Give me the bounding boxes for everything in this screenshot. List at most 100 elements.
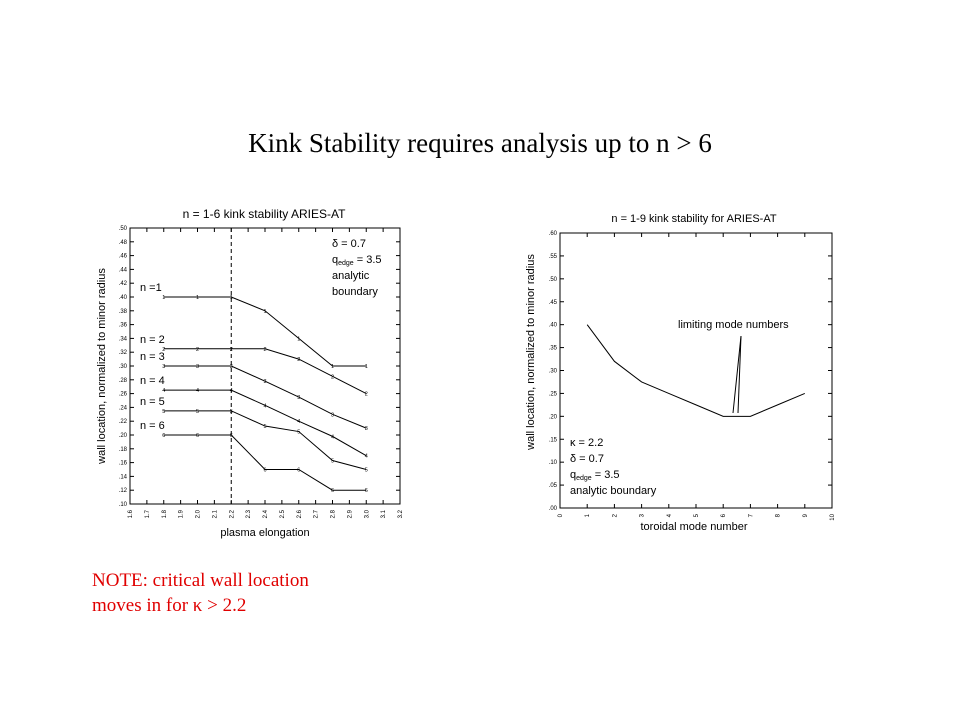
chart2-ytick-label: .10	[549, 460, 558, 466]
chart1-ytick-label: .24	[119, 405, 128, 411]
chart2-xtick-label: 0	[558, 513, 564, 517]
chart1-q-label: q	[332, 254, 338, 266]
chart2-xtick-label: 6	[721, 513, 727, 517]
chart2-pointer-line-b	[737, 335, 742, 414]
chart2-xtick-label: 5	[694, 513, 700, 517]
chart1-qedge-annotation: qedge = 3.5	[332, 254, 382, 267]
chart2-boundary-annotation: analytic boundary	[570, 485, 657, 497]
chart1-ytick-label: .22	[119, 419, 128, 425]
chart1-point-marker: 5	[230, 409, 233, 415]
chart1-xtick-label: 2.1	[212, 509, 218, 518]
chart2-ytick-label: .35	[549, 346, 558, 352]
chart1-point-marker: 6	[263, 468, 266, 474]
chart1-xtick-label: 3.0	[364, 509, 370, 518]
chart1-point-marker: 5	[365, 468, 368, 474]
chart1-ytick-label: .18	[119, 447, 128, 453]
chart1-point-marker: 1	[331, 364, 334, 370]
chart2-ytick-label: .60	[549, 231, 558, 237]
chart1-point-marker: 5	[263, 424, 266, 430]
chart1-point-marker: 2	[297, 357, 300, 363]
chart1-series-line	[163, 389, 367, 457]
chart2-plot-frame	[559, 232, 833, 509]
chart1-xtick-label: 2.6	[297, 509, 303, 518]
chart1-xtick-label: 2.3	[246, 509, 252, 518]
chart2-ytick-label: .15	[549, 437, 558, 443]
chart1-ytick-label: .32	[119, 350, 128, 356]
chart1-ytick-label: .44	[119, 267, 128, 273]
chart1-title: n = 1-6 kink stability ARIES-AT	[183, 207, 347, 221]
chart2-xtick-label: 2	[612, 513, 618, 517]
chart1-series-line	[163, 434, 367, 491]
chart1-ytick-label: .50	[119, 226, 128, 232]
slide-title: Kink Stability requires analysis up to n…	[248, 128, 712, 158]
chart1-legend-entry: n = 2	[140, 334, 165, 346]
note-critical-wall: NOTE: critical wall location moves in fo…	[92, 568, 309, 618]
chart2-ytick-label: .45	[549, 300, 558, 306]
chart1-point-marker: 1	[365, 364, 368, 370]
chart1-ytick-label: .42	[119, 281, 128, 287]
chart1-analytic-annotation: analytic	[332, 270, 370, 282]
chart2-title: n = 1-9 kink stability for ARIES-AT	[611, 213, 776, 225]
chart1-point-marker: 2	[162, 347, 165, 353]
chart2-limiting-annotation: limiting mode numbers	[678, 319, 789, 331]
chart1-qedge-value: = 3.5	[354, 254, 382, 266]
chart2-xtick-label: 8	[776, 513, 782, 517]
chart1-xtick-label: 2.8	[331, 509, 337, 518]
chart1-xtick-label: 1.9	[179, 509, 185, 518]
chart2-qedge-annotation: qedge = 3.5	[570, 469, 620, 482]
chart2-ytick-label: .40	[549, 323, 558, 329]
chart1-xtick-label: 2.4	[263, 509, 269, 518]
chart1-ytick-label: .16	[119, 461, 128, 467]
chart1-ytick-label: .10	[119, 502, 128, 508]
chart1-legend-entry: n =1	[140, 282, 162, 294]
chart2-ytick-label: .30	[549, 369, 558, 375]
chart2-ytick-label: .00	[549, 506, 558, 512]
chart1-point-marker: 3	[263, 379, 266, 385]
chart1-point-marker: 6	[365, 488, 368, 494]
chart2-delta-annotation: δ = 0.7	[570, 453, 604, 465]
note-line-2: moves in for κ > 2.2	[92, 595, 247, 616]
chart1-point-marker: 2	[196, 347, 199, 353]
chart1-point-marker: 1	[196, 295, 199, 301]
chart1-point-marker: 2	[365, 392, 368, 398]
chart1-series-line	[163, 365, 367, 429]
chart1-xtick-label: 2.0	[196, 509, 202, 518]
chart1-ytick-label: .30	[119, 364, 128, 370]
chart1-point-marker: 1	[230, 295, 233, 301]
chart2-ytick-label: .05	[549, 483, 558, 489]
chart1-point-marker: 4	[196, 388, 199, 394]
chart1-legend-entry: n = 5	[140, 396, 165, 408]
chart1-point-marker: 3	[162, 364, 165, 370]
chart1-point-marker: 1	[162, 295, 165, 301]
chart1-point-marker: 4	[331, 434, 334, 440]
chart1-point-marker: 1	[263, 309, 266, 315]
chart2-q-label: q	[570, 469, 576, 481]
chart1-point-marker: 4	[162, 388, 165, 394]
chart1-point-marker: 6	[162, 433, 165, 439]
chart1-xtick-label: 1.7	[145, 509, 151, 518]
chart1-point-marker: 3	[365, 426, 368, 432]
chart1-xtick-label: 2.2	[229, 509, 235, 518]
chart1-legend-entry: n = 3	[140, 351, 165, 363]
chart1-ytick-label: .20	[119, 433, 128, 439]
chart1-xtick-label: 1.6	[128, 509, 134, 518]
chart1-point-marker: 4	[365, 454, 368, 460]
chart2-qedge-value: = 3.5	[592, 469, 620, 481]
chart1-ytick-label: .14	[119, 474, 128, 480]
chart1-point-marker: 2	[230, 347, 233, 353]
chart2-kappa-annotation: κ = 2.2	[570, 437, 603, 449]
chart2-xtick-label: 10	[830, 513, 836, 520]
chart1-ytick-label: .34	[119, 336, 128, 342]
note-line-1: NOTE: critical wall location	[92, 570, 309, 591]
chart1-xtick-label: 3.1	[381, 509, 387, 518]
chart1-point-marker: 3	[297, 395, 300, 401]
chart2-ytick-label: .25	[549, 391, 558, 397]
chart1-series-line	[163, 410, 367, 470]
chart1-legend-entry: n = 6	[140, 420, 165, 432]
chart1-xtick-label: 1.8	[162, 509, 168, 518]
chart1-point-marker: 4	[263, 403, 266, 409]
chart1-xtick-label: 2.7	[314, 509, 320, 518]
chart1-point-marker: 5	[196, 409, 199, 415]
chart1-delta-annotation: δ = 0.7	[332, 238, 366, 250]
